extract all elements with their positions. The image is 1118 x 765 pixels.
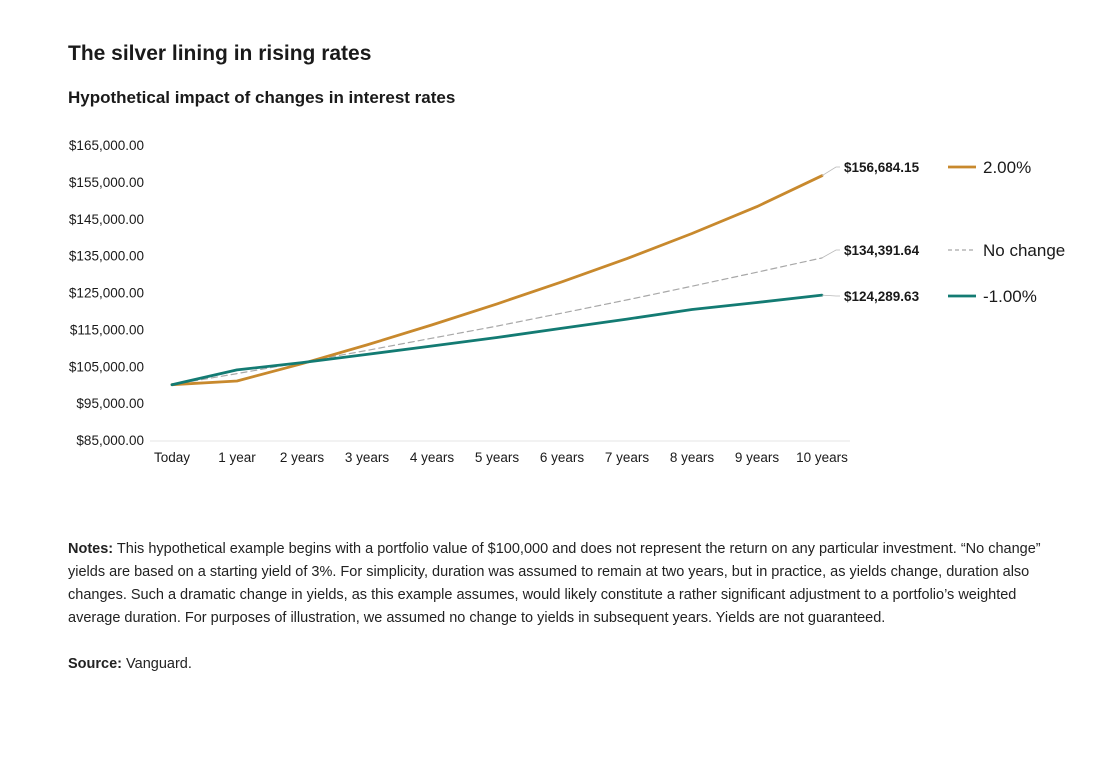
y-tick-label: $145,000.00 xyxy=(69,212,144,227)
legend-label: -1.00% xyxy=(983,287,1037,306)
x-tick-label: 7 years xyxy=(605,450,650,465)
end-value-label: $156,684.15 xyxy=(844,160,920,175)
y-tick-label: $155,000.00 xyxy=(69,175,144,190)
end-labels: $156,684.15 $134,391.64 $124,289.63 xyxy=(821,160,920,304)
source-text: Vanguard. xyxy=(126,656,192,672)
notes-text: This hypothetical example begins with a … xyxy=(68,541,1041,626)
series-line xyxy=(170,293,824,387)
chart-title: The silver lining in rising rates xyxy=(68,42,372,65)
leader-line xyxy=(821,166,840,177)
end-value-label: $134,391.64 xyxy=(844,243,920,258)
x-tick-label: Today xyxy=(154,450,190,465)
leader-line xyxy=(821,294,840,297)
y-axis: $165,000.00 $155,000.00 $145,000.00 $135,00… xyxy=(69,138,144,448)
end-value-label: $124,289.63 xyxy=(844,289,920,304)
source: Source: Vanguard. xyxy=(68,653,192,676)
leader-line xyxy=(821,249,840,259)
legend-label: No change xyxy=(983,241,1065,260)
x-axis: Today 1 year 2 years 3 years 4 years 5 years 6… xyxy=(150,440,850,465)
series-lines xyxy=(170,174,824,387)
x-tick-label: 6 years xyxy=(540,450,585,465)
y-tick-label: $95,000.00 xyxy=(76,396,144,411)
x-tick-label: 3 years xyxy=(345,450,390,465)
x-tick-label: 2 years xyxy=(280,450,325,465)
x-tick-label: 8 years xyxy=(670,450,715,465)
y-tick-label: $125,000.00 xyxy=(69,286,144,301)
legend-label: 2.00% xyxy=(983,158,1031,177)
source-label: Source: xyxy=(68,656,122,672)
x-tick-label: 1 year xyxy=(218,450,256,465)
x-tick-label: 9 years xyxy=(735,450,780,465)
y-tick-label: $165,000.00 xyxy=(69,138,144,153)
chart-subtitle: Hypothetical impact of changes in intere… xyxy=(68,88,456,107)
notes-label: Notes: xyxy=(68,541,114,557)
series-line xyxy=(170,174,824,387)
y-tick-label: $105,000.00 xyxy=(69,359,144,374)
x-tick-label: 5 years xyxy=(475,450,520,465)
legend: 2.00% No change -1.00% xyxy=(948,158,1065,306)
x-tick-label: 4 years xyxy=(410,450,455,465)
x-tick-label: 10 years xyxy=(796,450,848,465)
line-chart: $165,000.00 $155,000.00 $145,000.00 $135,00… xyxy=(69,138,1065,465)
notes: Notes: This hypothetical example begins … xyxy=(68,538,1043,630)
y-tick-label: $85,000.00 xyxy=(76,433,144,448)
y-tick-label: $115,000.00 xyxy=(70,322,144,337)
y-tick-label: $135,000.00 xyxy=(69,249,144,264)
